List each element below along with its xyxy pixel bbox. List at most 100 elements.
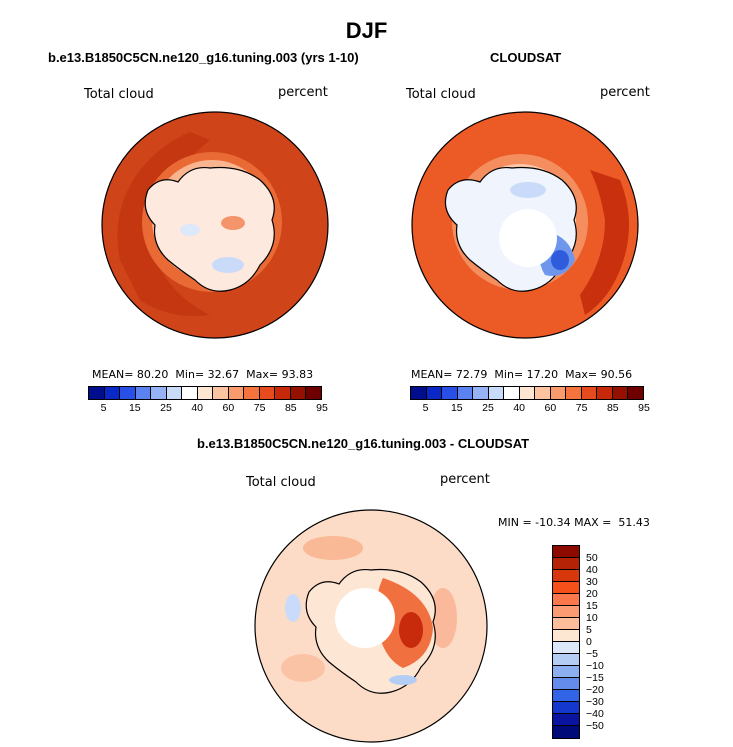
obs-polar-data-gap <box>499 209 557 267</box>
panel1-title: b.e13.B1850C5CN.ne120_g16.tuning.003 (yr… <box>48 50 359 65</box>
panel1-colorbar-ticks: 5 15 25 40 60 75 85 95 <box>88 400 328 414</box>
diff-polar-map <box>254 509 488 743</box>
colorbar-swatch <box>597 387 613 399</box>
colorbar-swatch <box>151 387 167 399</box>
colorbar-tick-label: −30 <box>586 696 604 708</box>
model-interior-minimum <box>212 257 244 273</box>
model-interior-maximum <box>221 216 245 230</box>
colorbar-swatch <box>259 387 276 399</box>
diff-interior-maximum <box>399 612 423 648</box>
panel2-colorbar: 5 15 25 40 60 75 85 95 <box>410 386 650 414</box>
colorbar-tick-label: 75 <box>575 402 588 414</box>
panel1-variable-label: Total cloud <box>84 87 154 102</box>
colorbar-swatch <box>473 387 489 399</box>
colorbar-tick-label: 95 <box>316 402 328 414</box>
obs-low-cloud-patch <box>510 182 546 198</box>
diff-colorbar-boxes <box>552 545 580 739</box>
colorbar-tick-label: −5 <box>586 648 598 660</box>
colorbar-swatch <box>411 387 427 399</box>
colorbar-swatch <box>553 678 579 690</box>
colorbar-swatch <box>442 387 458 399</box>
diff-map-border <box>254 509 488 743</box>
colorbar-swatch <box>275 387 291 399</box>
colorbar-swatch <box>535 387 551 399</box>
colorbar-swatch <box>306 387 321 399</box>
colorbar-swatch <box>550 387 567 399</box>
colorbar-tick-label: 60 <box>222 402 235 414</box>
colorbar-swatch <box>244 387 260 399</box>
colorbar-swatch <box>553 630 579 642</box>
diff-negative-patch <box>285 594 301 622</box>
colorbar-swatch <box>166 387 183 399</box>
colorbar-swatch <box>553 702 579 714</box>
colorbar-swatch <box>104 387 121 399</box>
diff-units-label: percent <box>440 472 490 487</box>
colorbar-tick-label: −40 <box>586 708 604 720</box>
colorbar-tick-label: 10 <box>586 612 598 624</box>
colorbar-tick-label: 85 <box>284 402 297 414</box>
colorbar-swatch <box>553 594 579 606</box>
diff-positive-patch <box>281 654 325 682</box>
colorbar-swatch <box>504 387 520 399</box>
colorbar-swatch <box>426 387 443 399</box>
panel2-units-label: percent <box>600 85 650 100</box>
season-title: DJF <box>345 18 388 43</box>
colorbar-tick-label: 40 <box>513 402 526 414</box>
colorbar-swatch <box>120 387 136 399</box>
panel1-units-label: percent <box>278 85 328 100</box>
obs-high-cloud-band <box>580 170 629 315</box>
colorbar-tick-label: 40 <box>586 564 598 576</box>
colorbar-tick-label: 95 <box>638 402 650 414</box>
colorbar-tick-label: 25 <box>160 402 172 414</box>
colorbar-swatch <box>566 387 582 399</box>
colorbar-swatch <box>553 690 579 702</box>
panel2-stats: MEAN= 72.79 Min= 17.20 Max= 90.56 <box>411 368 633 381</box>
diff-variable-label: Total cloud <box>246 475 316 490</box>
panel2-polar-map <box>411 111 639 339</box>
antarctica-coastline <box>144 166 275 292</box>
colorbar-swatch <box>553 606 579 618</box>
colorbar-swatch <box>519 387 536 399</box>
colorbar-swatch <box>228 387 245 399</box>
panel1-colorbar: 5 15 25 40 60 75 85 95 <box>88 386 328 414</box>
colorbar-tick-label: 30 <box>586 576 598 588</box>
colorbar-swatch <box>290 387 307 399</box>
panel2-title: CLOUDSAT <box>490 50 562 65</box>
diff-colorbar <box>552 545 580 739</box>
colorbar-tick-label: 5 <box>586 624 592 636</box>
colorbar-tick-label: 25 <box>482 402 494 414</box>
colorbar-tick-label: 20 <box>586 588 598 600</box>
colorbar-tick-label: 5 <box>422 402 429 414</box>
panel2-colorbar-boxes <box>410 386 644 400</box>
colorbar-swatch <box>553 714 579 726</box>
colorbar-tick-label: 50 <box>586 552 598 564</box>
colorbar-tick-label: 15 <box>586 600 598 612</box>
diff-minmax-text: MIN = -10.34 MAX = 51.43 <box>498 516 650 529</box>
panel1-map-border <box>101 111 329 339</box>
colorbar-tick-label: −50 <box>586 720 604 732</box>
colorbar-swatch <box>553 642 579 654</box>
colorbar-swatch <box>553 654 579 666</box>
model-high-cloud-band <box>117 132 210 316</box>
colorbar-tick-label: 75 <box>253 402 266 414</box>
panel2-variable-label: Total cloud <box>406 87 476 102</box>
colorbar-swatch <box>553 558 579 570</box>
colorbar-swatch <box>612 387 629 399</box>
diff-polar-data-gap <box>335 588 395 648</box>
colorbar-tick-label: 5 <box>100 402 107 414</box>
colorbar-swatch <box>628 387 643 399</box>
colorbar-swatch <box>553 726 579 738</box>
colorbar-swatch <box>488 387 505 399</box>
colorbar-tick-label: 0 <box>586 636 592 648</box>
colorbar-swatch <box>182 387 198 399</box>
colorbar-swatch <box>553 618 579 630</box>
colorbar-swatch <box>553 570 579 582</box>
colorbar-swatch <box>213 387 229 399</box>
diff-coastal-negative <box>389 675 417 685</box>
colorbar-swatch <box>553 582 579 594</box>
colorbar-swatch <box>581 387 598 399</box>
panel1-polar-map <box>101 111 329 339</box>
panel1-stats: MEAN= 80.20 Min= 32.67 Max= 93.83 <box>92 368 314 381</box>
diff-colorbar-ticks: 50 40 30 20 15 10 5 0 −5 −10 −15 −20 −30 −40 −50 <box>586 545 626 745</box>
obs-lowest-cloud-core <box>551 250 569 270</box>
